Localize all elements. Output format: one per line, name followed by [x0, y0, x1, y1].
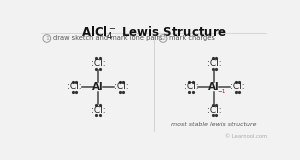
Text: :Cl:: :Cl:: [207, 59, 221, 68]
Text: :Cl:: :Cl:: [68, 82, 82, 92]
Text: 2: 2: [161, 36, 165, 41]
Text: :Cl:: :Cl:: [207, 106, 221, 115]
Text: :Cl:: :Cl:: [91, 106, 105, 115]
Text: most stable lewis structure: most stable lewis structure: [172, 122, 257, 127]
Text: mark charges: mark charges: [169, 36, 215, 41]
Text: © Learnool.com: © Learnool.com: [225, 134, 267, 139]
Text: 1: 1: [45, 36, 49, 41]
Text: Al: Al: [208, 82, 220, 92]
Text: :Cl:: :Cl:: [184, 82, 198, 92]
Text: $^{-1}$: $^{-1}$: [217, 88, 227, 97]
Text: :Cl:: :Cl:: [230, 82, 245, 92]
Text: AlCl$_4^-$ Lewis Structure: AlCl$_4^-$ Lewis Structure: [81, 25, 227, 42]
Text: draw sketch and mark lone pairs: draw sketch and mark lone pairs: [53, 36, 163, 41]
Text: :Cl:: :Cl:: [91, 59, 105, 68]
Text: Al: Al: [92, 82, 104, 92]
Text: :Cl:: :Cl:: [114, 82, 128, 92]
